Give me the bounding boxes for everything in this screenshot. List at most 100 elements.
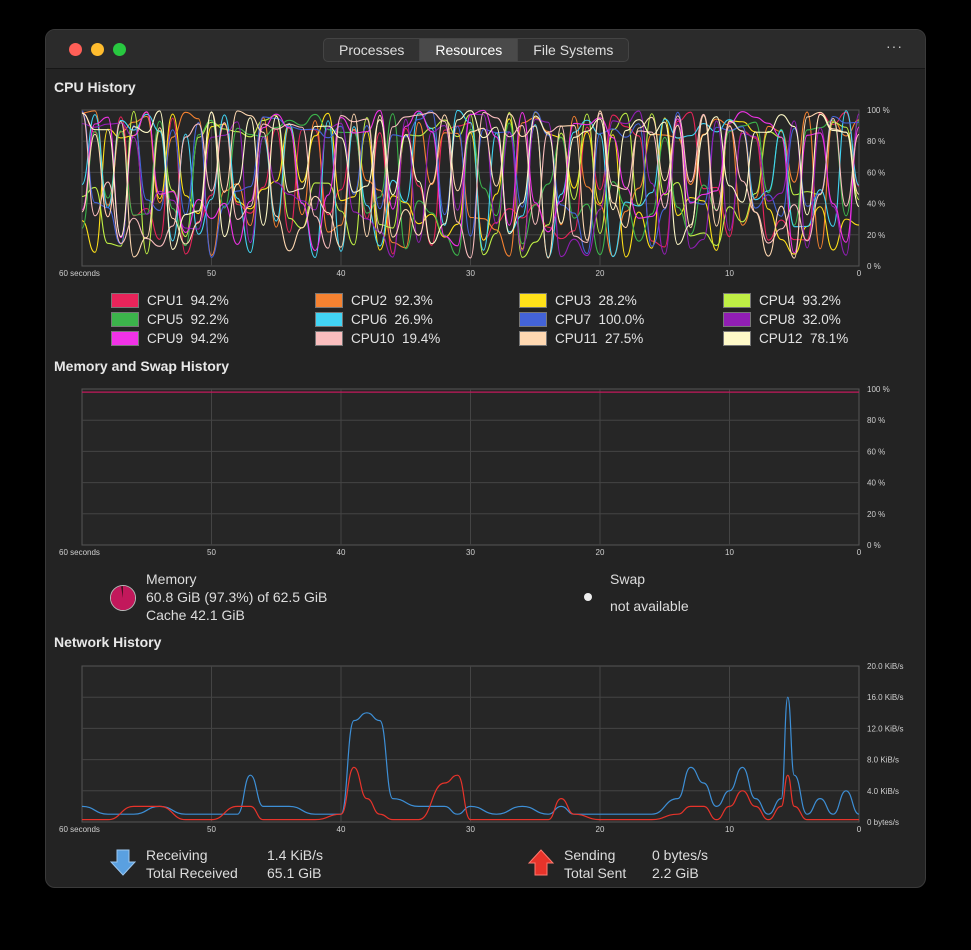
view-tabs: Processes Resources File Systems [323,38,630,62]
network-history-title: Network History [54,634,162,650]
legend-label: CPU10 19.4% [351,330,441,346]
legend-swatch [723,311,751,327]
legend-swatch [315,330,343,346]
title-bar: Processes Resources File Systems ··· [46,30,925,69]
memory-history-chart: 100 % 80 % 60 % 40 % 20 % 0 % 60 seconds 50 40 30… [59,385,890,557]
memory-y-tick-label: 100 % [867,385,890,394]
system-monitor-window: Processes Resources File Systems ··· CPU… [45,29,926,888]
legend-label: CPU7 100.0% [555,311,645,327]
cpu-x-tick-label: 0 [857,269,862,278]
cpu-x-tick-label: 30 [466,269,475,278]
network-y-tick-label: 20.0 KiB/s [867,662,903,671]
cpu-y-tick-label: 60 % [867,168,885,177]
legend-swatch [111,292,139,308]
legend-label: CPU11 27.5% [555,330,644,346]
memory-x-tick-label: 20 [596,548,605,557]
cpu-history-title: CPU History [54,79,136,95]
memory-y-tick-label: 20 % [867,510,885,519]
memory-x-tick-label: 60 seconds [59,548,100,557]
legend-swatch [723,292,751,308]
memory-history-title: Memory and Swap History [54,358,230,374]
memory-usage: 60.8 GiB (97.3%) of 62.5 GiB [146,589,328,605]
legend-swatch [111,330,139,346]
total-sent-label: Total Sent [564,865,627,881]
total-sent-value: 2.2 GiB [652,865,699,881]
tab-file-systems[interactable]: File Systems [533,42,614,58]
legend-label: CPU1 94.2% [147,292,229,308]
network-x-tick-label: 20 [596,825,605,834]
sending-value: 0 bytes/s [652,847,709,863]
upload-arrow-icon [528,849,554,876]
cpu-legend-item: CPU12 78.1% [723,330,848,346]
network-y-tick-label: 8.0 KiB/s [867,756,899,765]
network-y-tick-label: 4.0 KiB/s [867,787,899,796]
cpu-legend-item: CPU8 32.0% [723,311,841,327]
network-y-tick-label: 0 bytes/s [867,818,899,827]
receiving-series-line [81,696,860,815]
legend-swatch [723,330,751,346]
memory-x-tick-label: 0 [857,548,862,557]
cpu-legend-item: CPU10 19.4% [315,330,440,346]
cpu-y-tick-label: 40 % [867,200,885,209]
cpu-legend-item: CPU6 26.9% [315,311,433,327]
memory-x-tick-label: 50 [207,548,216,557]
sending-label: Sending [564,847,616,863]
total-received-value: 65.1 GiB [267,865,322,881]
legend-swatch [519,330,547,346]
cpu-x-tick-label: 20 [596,269,605,278]
sending-series-line [82,766,859,821]
network-history-chart: 20.0 KiB/s 16.0 KiB/s 12.0 KiB/s 8.0 KiB/s 4… [59,662,903,834]
network-x-tick-label: 50 [207,825,216,834]
cpu-legend-item: CPU7 100.0% [519,311,644,327]
legend-label: CPU6 26.9% [351,311,433,327]
receiving-value: 1.4 KiB/s [267,847,324,863]
memory-y-tick-label: 60 % [867,447,885,456]
legend-label: CPU9 94.2% [147,330,229,346]
network-y-tick-label: 16.0 KiB/s [867,693,903,702]
swap-icon [584,593,592,601]
memory-pie-icon [110,585,136,611]
memory-y-tick-label: 40 % [867,479,885,488]
network-x-tick-label: 0 [857,825,862,834]
network-x-tick-label: 60 seconds [59,825,100,834]
cpu-x-tick-label: 50 [207,269,216,278]
memory-label: Memory [146,571,197,587]
more-dots-icon[interactable]: ··· [886,38,903,54]
minimize-button[interactable] [91,43,104,56]
total-received-label: Total Received [146,865,238,881]
memory-x-tick-label: 40 [337,548,346,557]
receiving-label: Receiving [146,847,208,863]
memory-cache: Cache 42.1 GiB [146,607,245,623]
network-x-tick-label: 10 [725,825,734,834]
cpu-series-line [81,109,860,254]
network-x-tick-label: 40 [337,825,346,834]
legend-label: CPU4 93.2% [759,292,841,308]
tab-resources[interactable]: Resources [420,39,519,61]
cpu-series-line [81,109,860,258]
tab-processes[interactable]: Processes [324,39,421,61]
cpu-legend-item: CPU4 93.2% [723,292,841,308]
close-button[interactable] [69,43,82,56]
cpu-legend-item: CPU11 27.5% [519,330,643,346]
cpu-series-line [81,110,860,250]
cpu-legend-item: CPU5 92.2% [111,311,229,327]
cpu-y-tick-label: 100 % [867,106,890,115]
legend-swatch [519,311,547,327]
memory-x-tick-label: 30 [466,548,475,557]
network-y-tick-label: 12.0 KiB/s [867,724,903,733]
legend-label: CPU2 92.3% [351,292,433,308]
cpu-y-tick-label: 20 % [867,231,885,240]
cpu-legend-item: CPU2 92.3% [315,292,433,308]
legend-label: CPU5 92.2% [147,311,229,327]
cpu-x-tick-label: 40 [337,269,346,278]
cpu-history-chart: 100 % 80 % 60 % 40 % 20 % 0 % 60 seconds 50 40 30… [59,106,890,278]
legend-label: CPU8 32.0% [759,311,841,327]
cpu-legend-item: CPU3 28.2% [519,292,637,308]
zoom-button[interactable] [113,43,126,56]
swap-label: Swap [610,571,646,587]
memory-x-tick-label: 10 [725,548,734,557]
legend-label: CPU12 78.1% [759,330,849,346]
legend-swatch [315,311,343,327]
download-arrow-icon [110,849,136,876]
cpu-x-tick-label: 10 [725,269,734,278]
